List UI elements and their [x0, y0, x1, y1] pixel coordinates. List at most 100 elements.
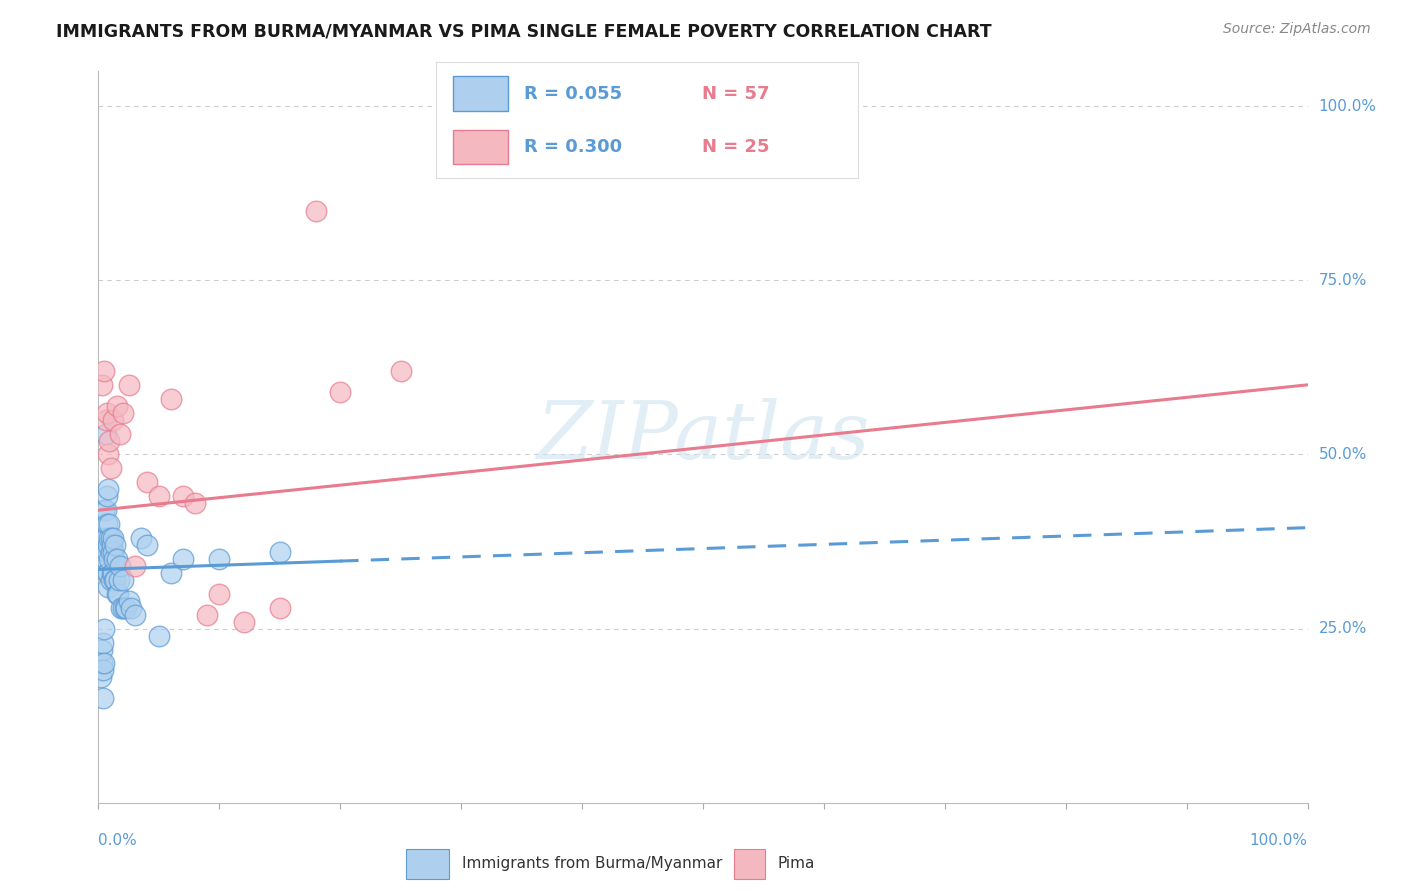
Point [129, 531, 152, 545]
Point [104, 538, 127, 552]
Point [232, 615, 254, 629]
Point [118, 594, 141, 608]
Point [100, 538, 122, 552]
Point [91, 377, 114, 392]
Point [90, 670, 112, 684]
Point [120, 600, 142, 615]
Point [105, 552, 128, 566]
Point [184, 496, 207, 510]
Point [96, 545, 118, 559]
Text: R = 0.300: R = 0.300 [524, 138, 623, 156]
Text: 100.0%: 100.0% [1250, 833, 1308, 848]
Point [94, 426, 117, 441]
Text: Immigrants from Burma/Myanmar: Immigrants from Burma/Myanmar [461, 855, 723, 871]
Text: Pima: Pima [778, 855, 814, 871]
Point [91, 691, 114, 706]
Point [208, 587, 231, 601]
Text: R = 0.055: R = 0.055 [524, 85, 623, 103]
Point [101, 412, 124, 426]
Point [101, 545, 124, 559]
Point [96, 566, 118, 580]
Text: Source: ZipAtlas.com: Source: ZipAtlas.com [1223, 22, 1371, 37]
Point [114, 600, 136, 615]
Point [195, 607, 218, 622]
Point [94, 552, 117, 566]
Text: ZIPatlas: ZIPatlas [536, 399, 870, 475]
Point [98, 517, 121, 532]
Point [389, 364, 412, 378]
Point [91, 642, 114, 657]
Point [100, 545, 122, 559]
Point [305, 203, 328, 218]
Point [269, 600, 291, 615]
Text: 0.0%: 0.0% [98, 833, 138, 848]
Point [96, 406, 118, 420]
Text: N = 57: N = 57 [702, 85, 769, 103]
Point [104, 573, 127, 587]
Point [111, 406, 134, 420]
Point [96, 517, 118, 532]
Point [93, 364, 115, 378]
Point [108, 573, 131, 587]
Point [111, 573, 134, 587]
Point [115, 600, 138, 615]
Point [103, 552, 125, 566]
Point [96, 489, 118, 503]
Point [100, 566, 122, 580]
FancyBboxPatch shape [453, 129, 508, 164]
Point [172, 489, 194, 503]
Point [98, 531, 121, 545]
Point [100, 461, 122, 475]
Point [91, 635, 114, 649]
Point [93, 531, 115, 545]
Point [97, 448, 120, 462]
Point [91, 664, 114, 678]
Point [105, 399, 128, 413]
Text: 50.0%: 50.0% [1319, 447, 1367, 462]
Point [98, 552, 121, 566]
Point [97, 538, 120, 552]
Point [124, 607, 146, 622]
Text: 75.0%: 75.0% [1319, 273, 1367, 288]
Point [93, 657, 115, 671]
Point [160, 566, 183, 580]
Point [105, 587, 128, 601]
FancyBboxPatch shape [453, 77, 508, 112]
Point [172, 552, 194, 566]
Point [208, 552, 231, 566]
Point [269, 545, 291, 559]
Point [103, 573, 125, 587]
Point [94, 503, 117, 517]
Point [101, 566, 124, 580]
Text: 25.0%: 25.0% [1319, 621, 1367, 636]
Point [97, 483, 120, 497]
Point [91, 657, 114, 671]
Point [135, 538, 157, 552]
Point [98, 434, 121, 448]
Point [108, 558, 131, 573]
Point [97, 580, 120, 594]
Point [148, 489, 170, 503]
Text: N = 25: N = 25 [702, 138, 769, 156]
Text: 100.0%: 100.0% [1319, 99, 1376, 113]
Point [93, 622, 115, 636]
Point [124, 558, 146, 573]
Point [111, 600, 134, 615]
Point [118, 377, 141, 392]
Point [108, 426, 131, 441]
Point [160, 392, 183, 406]
Point [107, 587, 129, 601]
Point [100, 573, 122, 587]
Point [97, 566, 120, 580]
Text: IMMIGRANTS FROM BURMA/MYANMAR VS PIMA SINGLE FEMALE POVERTY CORRELATION CHART: IMMIGRANTS FROM BURMA/MYANMAR VS PIMA SI… [56, 22, 991, 40]
Point [101, 531, 124, 545]
Point [93, 503, 115, 517]
Point [110, 600, 132, 615]
Point [100, 531, 122, 545]
Point [94, 412, 117, 426]
Point [94, 531, 117, 545]
FancyBboxPatch shape [406, 849, 450, 880]
FancyBboxPatch shape [734, 849, 765, 880]
Point [148, 629, 170, 643]
Point [329, 384, 352, 399]
